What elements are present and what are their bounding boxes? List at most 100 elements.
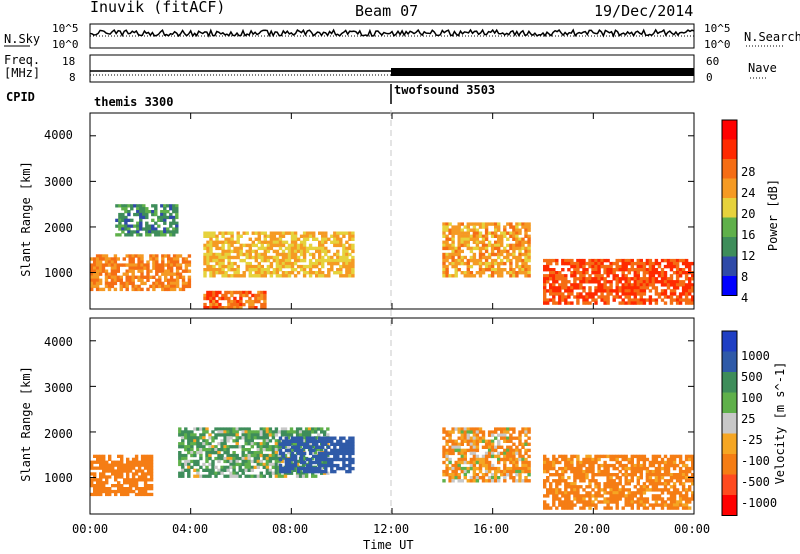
echo-cell-velocity-1 (190, 433, 194, 437)
echo-cell-velocity-4 (558, 491, 562, 495)
echo-cell-power-5 (609, 261, 613, 266)
echo-cell-power-0 (181, 269, 186, 273)
echo-cell-power-0 (172, 257, 177, 261)
echo-cell-velocity-0 (137, 475, 142, 479)
echo-cell-velocity-3 (503, 439, 507, 443)
echo-cell-velocity-2 (284, 466, 289, 471)
echo-cell-velocity-2 (278, 436, 283, 440)
echo-cell-power-2 (281, 258, 286, 263)
echo-cell-velocity-1 (298, 468, 303, 472)
echo-cell-power-5 (636, 283, 640, 287)
echo-cell-velocity-4 (633, 500, 637, 504)
echo-cell-power-5 (552, 298, 556, 302)
echo-cell-power-5 (576, 298, 580, 302)
echo-cell-velocity-3 (509, 448, 513, 453)
echo-cell-power-5 (591, 268, 595, 272)
echo-cell-power-2 (230, 264, 234, 269)
echo-cell-power-2 (284, 252, 289, 257)
echo-cell-velocity-3 (475, 436, 480, 440)
echo-cell-power-2 (290, 255, 295, 260)
echo-cell-power-5 (636, 286, 640, 290)
echo-cell-velocity-4 (549, 466, 553, 471)
echo-cell-power-4 (494, 240, 498, 244)
echo-cell-power-2 (293, 243, 298, 248)
echo-cell-velocity-4 (567, 503, 571, 507)
echo-cell-power-2 (284, 240, 289, 244)
echo-cell-velocity-1 (232, 456, 236, 461)
echo-cell-power-4 (478, 252, 483, 257)
echo-cell-velocity-4 (552, 479, 556, 483)
echo-cell-power-1 (151, 230, 155, 234)
echo-cell-velocity-4 (615, 476, 619, 480)
echo-cell-velocity-4 (684, 457, 689, 462)
echo-cell-power-2 (336, 255, 340, 260)
echo-cell-velocity-3 (509, 469, 513, 474)
echo-cell-velocity-4 (573, 466, 577, 471)
echo-cell-velocity-2 (336, 439, 340, 443)
echo-cell-power-3 (257, 296, 261, 301)
echo-cell-power-2 (333, 240, 337, 244)
echo-cell-velocity-4 (681, 473, 686, 477)
echo-cell-velocity-4 (645, 473, 650, 477)
echo-cell-power-4 (442, 255, 446, 260)
echo-cell-velocity-3 (503, 427, 507, 431)
echo-cell-velocity-3 (509, 457, 513, 462)
echo-cell-power-4 (497, 246, 501, 251)
echo-cell-velocity-4 (666, 491, 671, 495)
echo-cell-power-4 (512, 231, 516, 235)
echo-cell-power-4 (475, 237, 480, 241)
echo-cell-power-1 (160, 215, 164, 220)
echo-cell-velocity-0 (111, 463, 115, 467)
echo-cell-velocity-1 (262, 442, 266, 446)
echo-cell-power-3 (212, 290, 216, 295)
echo-cell-power-0 (169, 281, 174, 286)
echo-cell-power-1 (142, 207, 146, 211)
echo-cell-velocity-2 (318, 466, 322, 471)
echo-cell-power-2 (227, 249, 231, 254)
echo-cell-velocity-0 (128, 489, 133, 494)
echo-cell-power-4 (527, 246, 531, 251)
echo-cell-power-5 (648, 301, 653, 305)
echo-cell-velocity-1 (268, 445, 273, 449)
echo-cell-power-2 (290, 261, 295, 266)
echo-cell-velocity-4 (606, 463, 610, 468)
echo-cell-velocity-4 (576, 500, 580, 504)
echo-cell-power-5 (627, 258, 631, 263)
echo-cell-velocity-2 (330, 457, 334, 462)
echo-cell-power-5 (579, 277, 583, 281)
echo-cell-power-1 (163, 207, 167, 211)
echo-cell-velocity-4 (627, 497, 631, 501)
echo-cell-velocity-1 (250, 468, 254, 472)
echo-cell-power-0 (178, 266, 183, 270)
echo-cell-velocity-0 (96, 466, 100, 470)
echo-cell-velocity-0 (114, 463, 118, 467)
echo-cell-power-2 (257, 255, 261, 260)
echo-cell-power-2 (218, 240, 222, 244)
echo-cell-velocity-1 (271, 445, 276, 449)
echo-cell-power-2 (257, 271, 261, 275)
echo-cell-power-4 (497, 240, 501, 244)
echo-cell-velocity-3 (469, 430, 474, 434)
echo-cell-power-2 (245, 231, 249, 235)
echo-cell-velocity-4 (588, 491, 592, 495)
echo-cell-power-5 (558, 292, 562, 296)
echo-cell-power-3 (239, 302, 243, 307)
echo-cell-velocity-1 (289, 433, 294, 437)
echo-cell-velocity-1 (277, 459, 282, 464)
echo-cell-power-0 (128, 263, 132, 267)
echo-cell-power-2 (272, 258, 277, 263)
echo-cell-velocity-3 (457, 430, 461, 434)
echo-cell-power-5 (688, 268, 692, 272)
echo-cell-power-2 (278, 274, 283, 278)
echo-cell-velocity-1 (181, 453, 185, 458)
echo-cell-velocity-1 (211, 448, 215, 452)
echo-cell-power-4 (515, 234, 519, 238)
echo-cell-power-2 (312, 264, 316, 269)
echo-cell-velocity-4 (612, 482, 616, 486)
echo-cell-power-4 (484, 234, 489, 238)
echo-cell-velocity-1 (262, 453, 266, 458)
echo-cell-power-5 (558, 301, 562, 305)
echo-cell-velocity-1 (301, 462, 306, 467)
echo-cell-velocity-3 (512, 454, 516, 459)
echo-cell-power-5 (585, 271, 589, 275)
